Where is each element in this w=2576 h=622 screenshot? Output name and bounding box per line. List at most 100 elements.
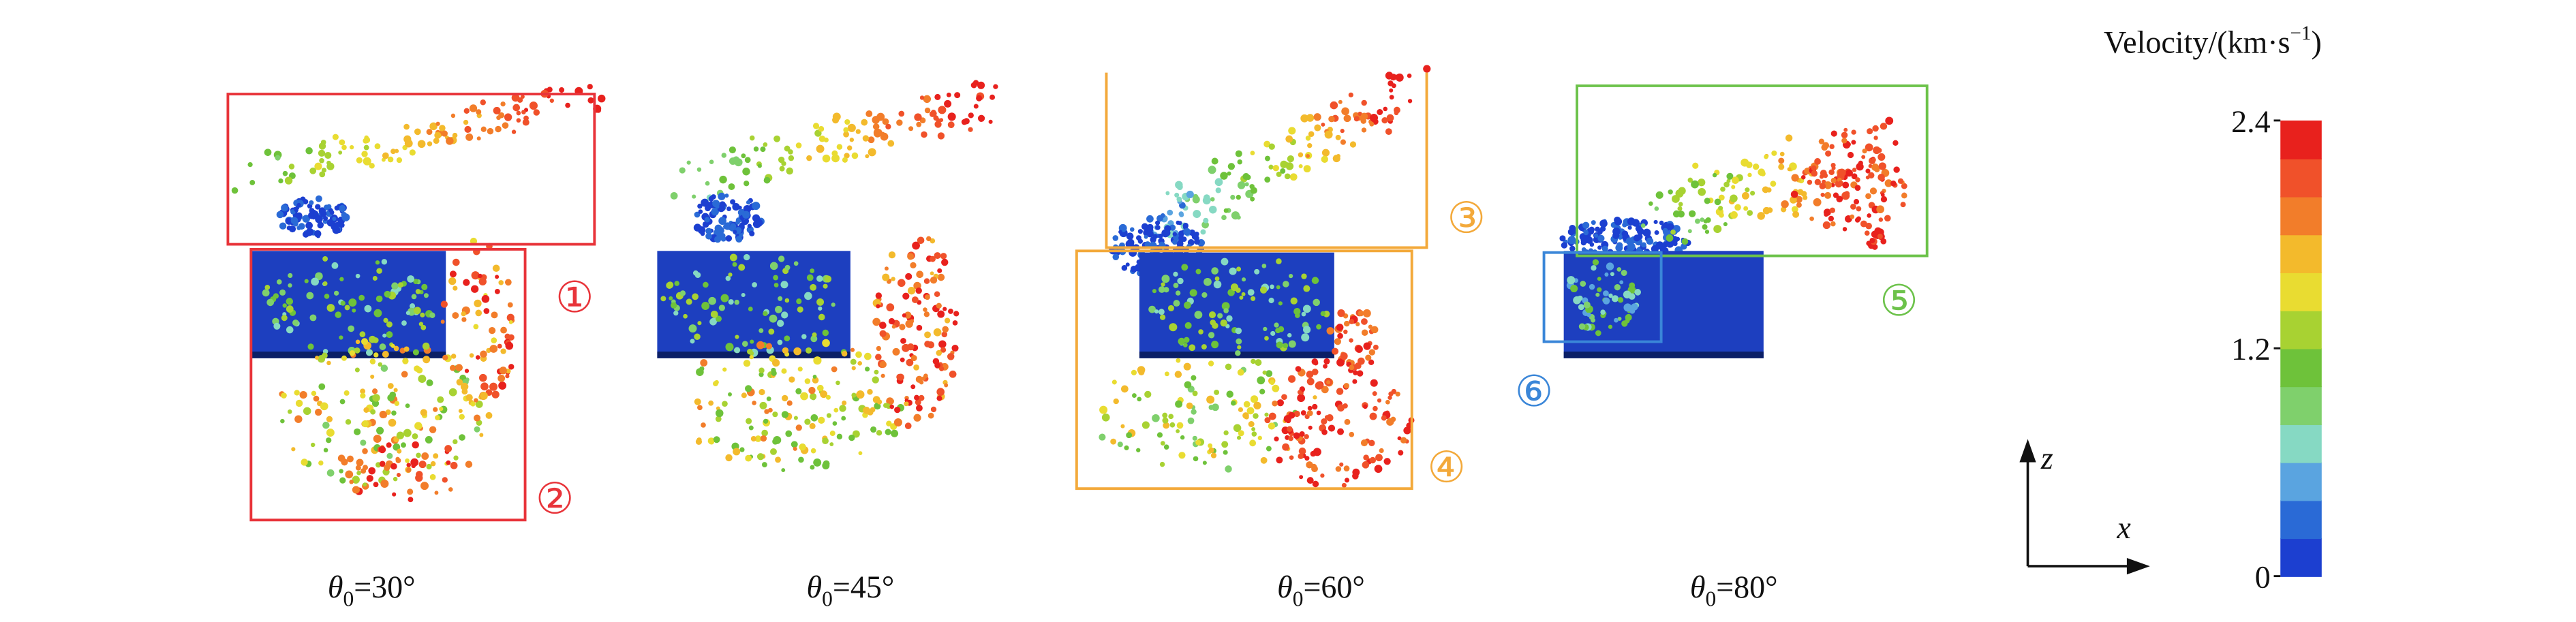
particle bbox=[1621, 270, 1627, 277]
particle bbox=[309, 167, 317, 174]
particle bbox=[349, 480, 354, 484]
particle bbox=[924, 294, 930, 300]
particle bbox=[857, 360, 863, 366]
particle bbox=[305, 221, 313, 230]
particle bbox=[403, 346, 410, 352]
particle bbox=[893, 418, 902, 427]
particle bbox=[1217, 313, 1223, 319]
particle bbox=[1781, 200, 1789, 208]
particle bbox=[1559, 235, 1566, 242]
particle bbox=[372, 276, 378, 281]
particle bbox=[1297, 394, 1306, 403]
particle bbox=[1238, 430, 1244, 437]
particle bbox=[1854, 217, 1860, 223]
particle bbox=[692, 270, 699, 276]
particle bbox=[1306, 154, 1310, 158]
particle bbox=[1164, 371, 1169, 377]
particle bbox=[843, 131, 849, 138]
particle bbox=[1235, 327, 1242, 335]
particle bbox=[386, 331, 393, 339]
particle bbox=[511, 129, 517, 134]
particle bbox=[942, 307, 947, 311]
particle bbox=[449, 270, 457, 278]
particle bbox=[496, 115, 501, 121]
particle bbox=[1302, 326, 1311, 334]
particle bbox=[313, 211, 319, 217]
particle bbox=[1381, 415, 1387, 421]
particle bbox=[844, 119, 850, 125]
particle bbox=[1662, 228, 1668, 234]
particle bbox=[806, 274, 814, 281]
panel-title: θ0=45° bbox=[807, 570, 895, 610]
particle bbox=[1312, 403, 1318, 410]
particle bbox=[322, 421, 330, 429]
particle bbox=[674, 281, 680, 286]
particle bbox=[1307, 405, 1313, 411]
particle bbox=[1301, 311, 1306, 317]
particle bbox=[1649, 201, 1653, 206]
particle bbox=[1283, 343, 1289, 349]
particle bbox=[671, 302, 677, 309]
particle bbox=[742, 211, 750, 219]
particle bbox=[587, 97, 594, 104]
particle bbox=[1845, 169, 1853, 177]
particle bbox=[474, 398, 478, 403]
particle bbox=[1668, 223, 1674, 230]
particle bbox=[449, 364, 456, 371]
particle bbox=[1390, 416, 1396, 422]
particle bbox=[1236, 215, 1241, 220]
particle bbox=[679, 290, 686, 296]
particle bbox=[939, 118, 944, 123]
particle bbox=[1221, 215, 1227, 221]
particle bbox=[1394, 110, 1399, 116]
particle bbox=[264, 285, 271, 290]
particle bbox=[1718, 194, 1725, 201]
particle bbox=[281, 204, 288, 212]
particle bbox=[1677, 206, 1683, 211]
particle bbox=[1236, 194, 1241, 200]
particle bbox=[1211, 341, 1219, 349]
particle bbox=[1362, 309, 1371, 317]
particle bbox=[926, 236, 932, 242]
particle bbox=[504, 113, 512, 121]
particle bbox=[1856, 206, 1862, 212]
particle bbox=[489, 382, 498, 391]
particle bbox=[721, 153, 727, 158]
particle bbox=[1385, 128, 1392, 136]
particle bbox=[1842, 227, 1847, 232]
particle bbox=[1642, 228, 1651, 237]
particle bbox=[348, 325, 355, 332]
particle bbox=[288, 273, 293, 278]
particle bbox=[1183, 337, 1190, 343]
particle bbox=[1867, 128, 1873, 135]
particle bbox=[1388, 391, 1394, 396]
particle bbox=[822, 329, 829, 337]
particle bbox=[930, 238, 936, 244]
particle bbox=[415, 289, 421, 294]
particle bbox=[1866, 240, 1872, 246]
particle bbox=[701, 302, 710, 310]
particle bbox=[1288, 127, 1296, 135]
particle bbox=[923, 278, 930, 284]
particle bbox=[822, 437, 829, 445]
particle bbox=[1194, 231, 1199, 237]
region-box bbox=[1075, 249, 1413, 491]
particle bbox=[429, 426, 437, 433]
particle bbox=[493, 106, 501, 114]
particle bbox=[1120, 424, 1125, 429]
particle bbox=[1877, 234, 1883, 239]
particle bbox=[697, 203, 703, 209]
particle bbox=[1326, 414, 1334, 422]
particle bbox=[1865, 175, 1870, 180]
particle bbox=[763, 176, 771, 184]
particle bbox=[954, 92, 961, 99]
particle bbox=[1312, 480, 1319, 488]
particle bbox=[396, 473, 401, 478]
particle bbox=[1599, 219, 1608, 228]
particle bbox=[1186, 402, 1193, 409]
particle bbox=[329, 210, 335, 215]
particle bbox=[713, 436, 720, 444]
particle bbox=[354, 367, 360, 373]
particle bbox=[324, 151, 332, 159]
particle bbox=[1173, 271, 1178, 277]
